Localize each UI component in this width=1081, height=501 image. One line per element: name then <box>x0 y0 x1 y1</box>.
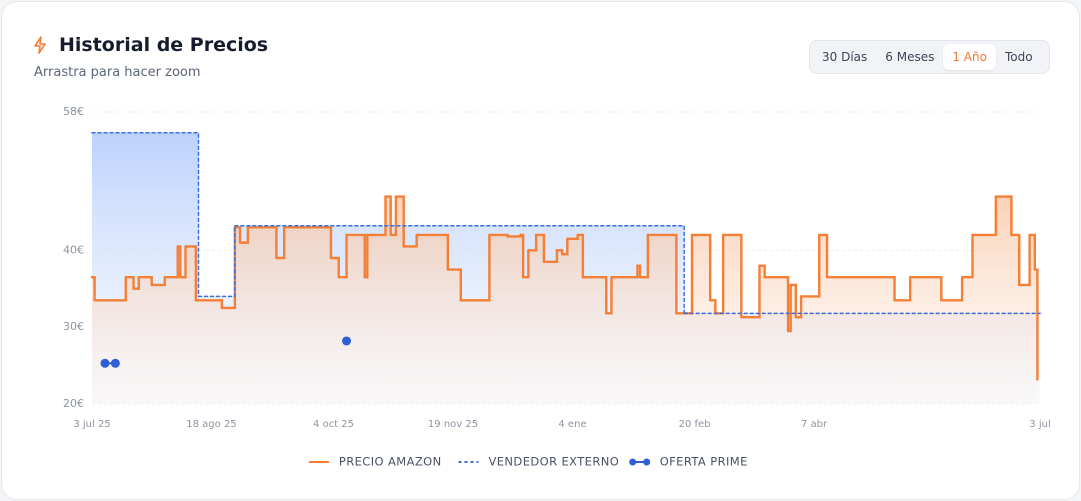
legend-swatch <box>629 458 637 466</box>
x-tick-label: 4 oct 25 <box>313 419 354 430</box>
step-segment <box>638 233 650 279</box>
step-segment <box>384 195 392 237</box>
prime-point <box>110 358 120 368</box>
step-segment <box>93 276 127 302</box>
x-tick-label: 18 ago 25 <box>186 419 236 430</box>
step-segment <box>194 299 224 310</box>
step-segment <box>163 245 179 279</box>
subtitle: Arrastra para hacer zoom <box>34 65 201 80</box>
step-segment <box>91 131 200 298</box>
step-segment <box>345 233 366 279</box>
step-segment <box>275 226 286 260</box>
y-tick-label: 58€ <box>63 105 84 118</box>
step-segment <box>534 233 546 264</box>
step-segment <box>415 233 450 271</box>
step-segment <box>459 233 491 302</box>
step-segment <box>794 295 803 319</box>
step-segment <box>137 276 153 287</box>
step-segment <box>789 283 798 319</box>
step-segment <box>150 276 166 287</box>
step-segment <box>176 245 182 279</box>
range-button[interactable]: 1 Año <box>943 44 996 70</box>
step-segment <box>394 195 405 248</box>
step-segment <box>184 245 198 302</box>
step-segment <box>605 276 613 315</box>
step-segment <box>389 195 398 237</box>
step-segment <box>1018 233 1031 287</box>
range-button[interactable]: Todo <box>1004 50 1033 64</box>
step-segment <box>818 233 829 279</box>
step-segment <box>366 195 387 237</box>
prime-point <box>342 336 352 346</box>
range-button[interactable]: 6 Meses <box>885 50 935 64</box>
x-tick-label: 19 nov 25 <box>428 419 478 430</box>
range-selector: 30 Días 6 Meses 1 Año Todo <box>809 40 1050 74</box>
step-segment <box>786 283 792 333</box>
step-segment <box>132 276 140 290</box>
step-segment <box>690 233 712 302</box>
step-segment <box>1010 233 1021 287</box>
legend-label: OFERTA PRIME <box>660 455 748 469</box>
step-segment <box>646 233 678 315</box>
step-segment <box>555 249 564 256</box>
step-segment <box>994 195 1013 237</box>
step-segment <box>233 226 242 244</box>
step-segment <box>740 264 761 319</box>
x-tick-label: 7 abr <box>801 419 828 430</box>
step-segment <box>282 226 333 260</box>
step-segment <box>446 268 463 302</box>
range-button[interactable]: 30 Días <box>822 50 868 64</box>
step-segment <box>940 276 964 302</box>
step-segment <box>246 226 278 260</box>
step-segment <box>636 264 642 279</box>
step-segment <box>197 224 236 298</box>
step-segment <box>893 276 912 302</box>
step-segment <box>124 276 135 290</box>
step-segment <box>519 233 525 279</box>
step-segment <box>971 195 998 237</box>
prime-point <box>100 358 110 368</box>
step-segment <box>908 276 943 302</box>
step-segment <box>527 233 538 252</box>
step-segment <box>179 245 187 279</box>
step-segment <box>402 233 418 248</box>
x-tick-label: 20 feb <box>679 419 711 430</box>
x-tick-label: 3 jul <box>1029 419 1050 430</box>
step-segment <box>758 264 766 279</box>
x-tick-label: 3 jul 25 <box>73 419 110 430</box>
step-segment <box>610 264 639 279</box>
step-segment <box>337 233 348 279</box>
area-fill <box>92 196 1038 404</box>
step-segment <box>234 224 685 315</box>
legend-label: PRECIO AMAZON <box>339 455 442 469</box>
step-segment <box>560 237 569 256</box>
step-segment <box>1033 268 1039 381</box>
step-segment <box>329 256 340 279</box>
step-segment <box>363 233 369 279</box>
step-segment <box>90 276 96 302</box>
title: Historial de Precios <box>59 34 269 56</box>
step-segment <box>581 276 608 315</box>
legend-swatch <box>643 458 651 466</box>
y-tick-label: 20€ <box>63 397 84 410</box>
step-segment <box>825 276 896 302</box>
step-segment <box>566 233 579 240</box>
step-segment <box>521 249 530 279</box>
step-segment <box>238 226 250 244</box>
step-segment <box>1028 233 1037 271</box>
step-segment <box>542 249 559 264</box>
legend-label: VENDEDOR EXTERNO <box>489 455 620 469</box>
step-segment <box>721 233 743 319</box>
step-segment <box>799 233 821 298</box>
step-segment <box>960 233 974 279</box>
step-segment <box>576 233 585 279</box>
x-tick-label: 4 ene <box>558 419 586 430</box>
y-tick-label: 40€ <box>63 243 84 256</box>
step-segment <box>708 299 717 315</box>
icon <box>34 36 46 54</box>
y-tick-label: 30€ <box>63 320 84 333</box>
